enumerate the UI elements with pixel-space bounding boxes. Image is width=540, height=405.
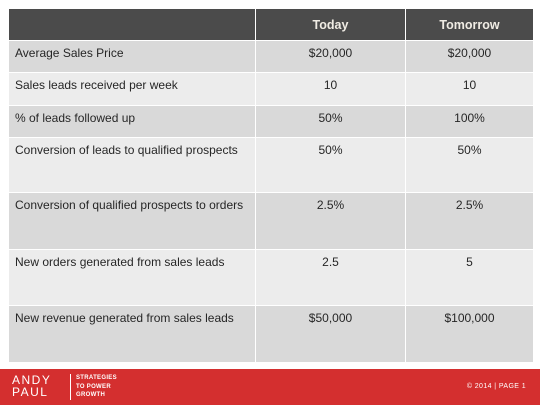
logo-line-2: PAUL (12, 385, 49, 399)
row-label: Conversion of leads to qualified prospec… (8, 137, 256, 193)
header-tomorrow: Tomorrow (405, 8, 534, 41)
logo-name: ANDY PAUL (12, 374, 64, 398)
table-row: New orders generated from sales leads 2.… (8, 249, 534, 306)
row-today-value: 10 (255, 72, 406, 106)
tagline-line-1: STRATEGIES (76, 375, 117, 381)
row-today-value: 50% (255, 105, 406, 138)
page-number: © 2014 | PAGE 1 (466, 383, 526, 390)
row-tomorrow-value: 50% (405, 137, 534, 193)
row-today-value: 2.5 (255, 249, 406, 306)
footer-bar: ANDY PAUL STRATEGIES TO POWER GROWTH © 2… (0, 369, 540, 405)
table-row: Conversion of leads to qualified prospec… (8, 137, 534, 193)
table-row: Sales leads received per week 10 10 (8, 72, 534, 106)
table-row: % of leads followed up 50% 100% (8, 105, 534, 138)
row-tomorrow-value: 5 (405, 249, 534, 306)
row-tomorrow-value: 2.5% (405, 192, 534, 250)
logo-line-1: ANDY (12, 373, 52, 387)
row-tomorrow-value: 100% (405, 105, 534, 138)
header-today: Today (255, 8, 406, 41)
tagline-line-3: GROWTH (76, 392, 106, 398)
header-label-column (8, 8, 256, 41)
row-today-value: $50,000 (255, 305, 406, 363)
table-row: New revenue generated from sales leads $… (8, 305, 534, 363)
row-today-value: 50% (255, 137, 406, 193)
row-today-value: 2.5% (255, 192, 406, 250)
row-tomorrow-value: $100,000 (405, 305, 534, 363)
row-label: % of leads followed up (8, 105, 256, 138)
tagline-line-2: TO POWER (76, 383, 111, 390)
row-tomorrow-value: 10 (405, 72, 534, 106)
sales-comparison-table: Today Tomorrow Average Sales Price $20,0… (8, 8, 534, 363)
table-row: Average Sales Price $20,000 $20,000 (8, 40, 534, 73)
row-label: Average Sales Price (8, 40, 256, 73)
table-row: Conversion of qualified prospects to ord… (8, 192, 534, 250)
logo-tagline: STRATEGIES TO POWER GROWTH (76, 374, 136, 400)
logo-divider (70, 374, 71, 400)
row-label: New revenue generated from sales leads (8, 305, 256, 363)
row-label: Sales leads received per week (8, 72, 256, 106)
row-today-value: $20,000 (255, 40, 406, 73)
row-tomorrow-value: $20,000 (405, 40, 534, 73)
table-header-row: Today Tomorrow (8, 8, 534, 41)
row-label: Conversion of qualified prospects to ord… (8, 192, 256, 250)
row-label: New orders generated from sales leads (8, 249, 256, 306)
